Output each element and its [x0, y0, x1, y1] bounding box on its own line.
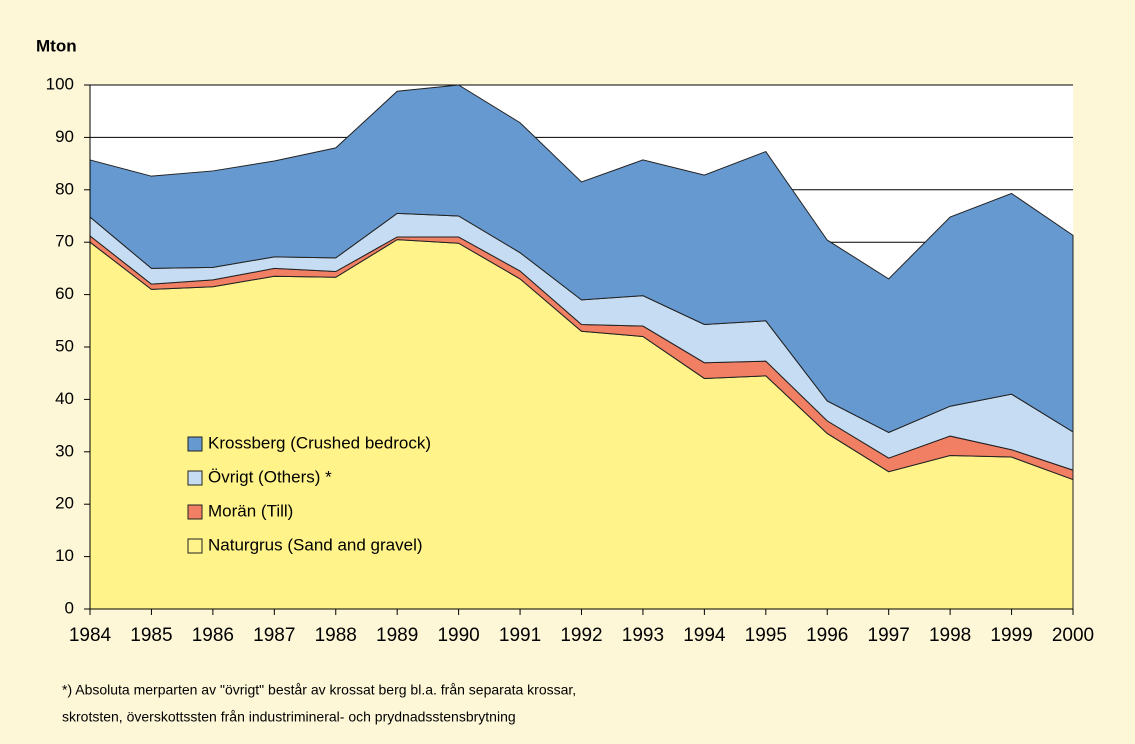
x-tick-label: 1992	[560, 625, 602, 646]
legend-swatch	[187, 436, 203, 452]
x-tick-label: 1985	[130, 625, 172, 646]
y-tick-label: 80	[55, 179, 74, 198]
legend-label: Krossberg (Crushed bedrock)	[208, 433, 431, 452]
x-tick-label: 1997	[868, 625, 910, 646]
footnote: skrotsten, överskottssten från industrim…	[62, 709, 516, 725]
x-tick-label: 2000	[1052, 625, 1094, 646]
x-tick-label: 1999	[990, 625, 1032, 646]
x-tick-label: 1994	[683, 625, 726, 646]
legend-swatch	[187, 538, 203, 554]
legend-swatch	[187, 504, 203, 520]
legend-label: Morän (Till)	[208, 501, 293, 520]
y-tick-label: 60	[55, 284, 74, 303]
x-tick-label: 1993	[622, 625, 664, 646]
x-tick-label: 1984	[69, 625, 112, 646]
x-tick-label: 1991	[499, 625, 541, 646]
x-tick-label: 1996	[806, 625, 848, 646]
area	[89, 84, 1074, 433]
x-tick-label: 1998	[929, 625, 971, 646]
legend-label: Naturgrus (Sand and gravel)	[208, 535, 423, 554]
x-tick-label: 1987	[253, 625, 295, 646]
y-tick-label: 0	[65, 598, 74, 617]
y-tick-label: 90	[55, 127, 74, 146]
y-tick-label: 70	[55, 232, 74, 251]
legend-label: Övrigt (Others) *	[208, 467, 332, 486]
y-tick-label: 20	[55, 494, 74, 513]
y-tick-label: 30	[55, 441, 74, 460]
y-tick-label: 50	[55, 336, 74, 355]
y-tick-label: 40	[55, 389, 74, 408]
x-tick-label: 1990	[437, 625, 479, 646]
y-tick-label: 100	[46, 74, 74, 93]
x-tick-label: 1995	[745, 625, 787, 646]
y-axis-label: Mton	[36, 36, 77, 55]
y-tick-label: 10	[55, 546, 74, 565]
x-tick-label: 1986	[192, 625, 234, 646]
legend-swatch	[187, 470, 203, 486]
footnote: *) Absoluta merparten av "övrigt" består…	[62, 682, 576, 698]
x-tick-label: 1988	[315, 625, 357, 646]
x-tick-label: 1989	[376, 625, 418, 646]
